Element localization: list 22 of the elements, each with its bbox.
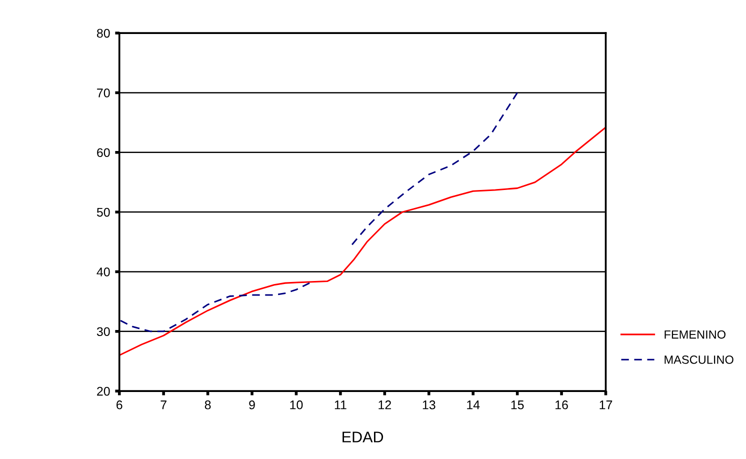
x-tick-label: 14 (467, 400, 480, 410)
x-tick-label: 17 (600, 400, 612, 410)
x-tick-label: 16 (556, 400, 568, 410)
y-tick-label: 50 (96, 208, 110, 217)
legend-label: FEMENINO (664, 330, 726, 339)
x-tick-label: 10 (290, 400, 303, 410)
legend-label: MASCULINO (664, 356, 734, 364)
y-tick-label: 60 (97, 148, 110, 158)
y-tick-label: 40 (96, 268, 110, 276)
y-tick-label: 70 (97, 88, 110, 98)
y-tick-label: 80 (96, 28, 110, 38)
x-axis-title: EDAD (342, 432, 384, 442)
x-tick-label: 15 (511, 400, 524, 410)
x-tick-label: 6 (116, 400, 122, 410)
x-tick-label: 12 (378, 400, 391, 410)
x-tick-label: 11 (334, 400, 346, 410)
y-tick-label: 30 (96, 327, 110, 336)
x-tick-label: 13 (422, 400, 436, 410)
x-tick-label: 7 (160, 400, 166, 410)
y-tick-label: 20 (97, 386, 110, 396)
x-tick-label: 9 (249, 400, 255, 410)
x-tick-label: 8 (204, 400, 211, 410)
